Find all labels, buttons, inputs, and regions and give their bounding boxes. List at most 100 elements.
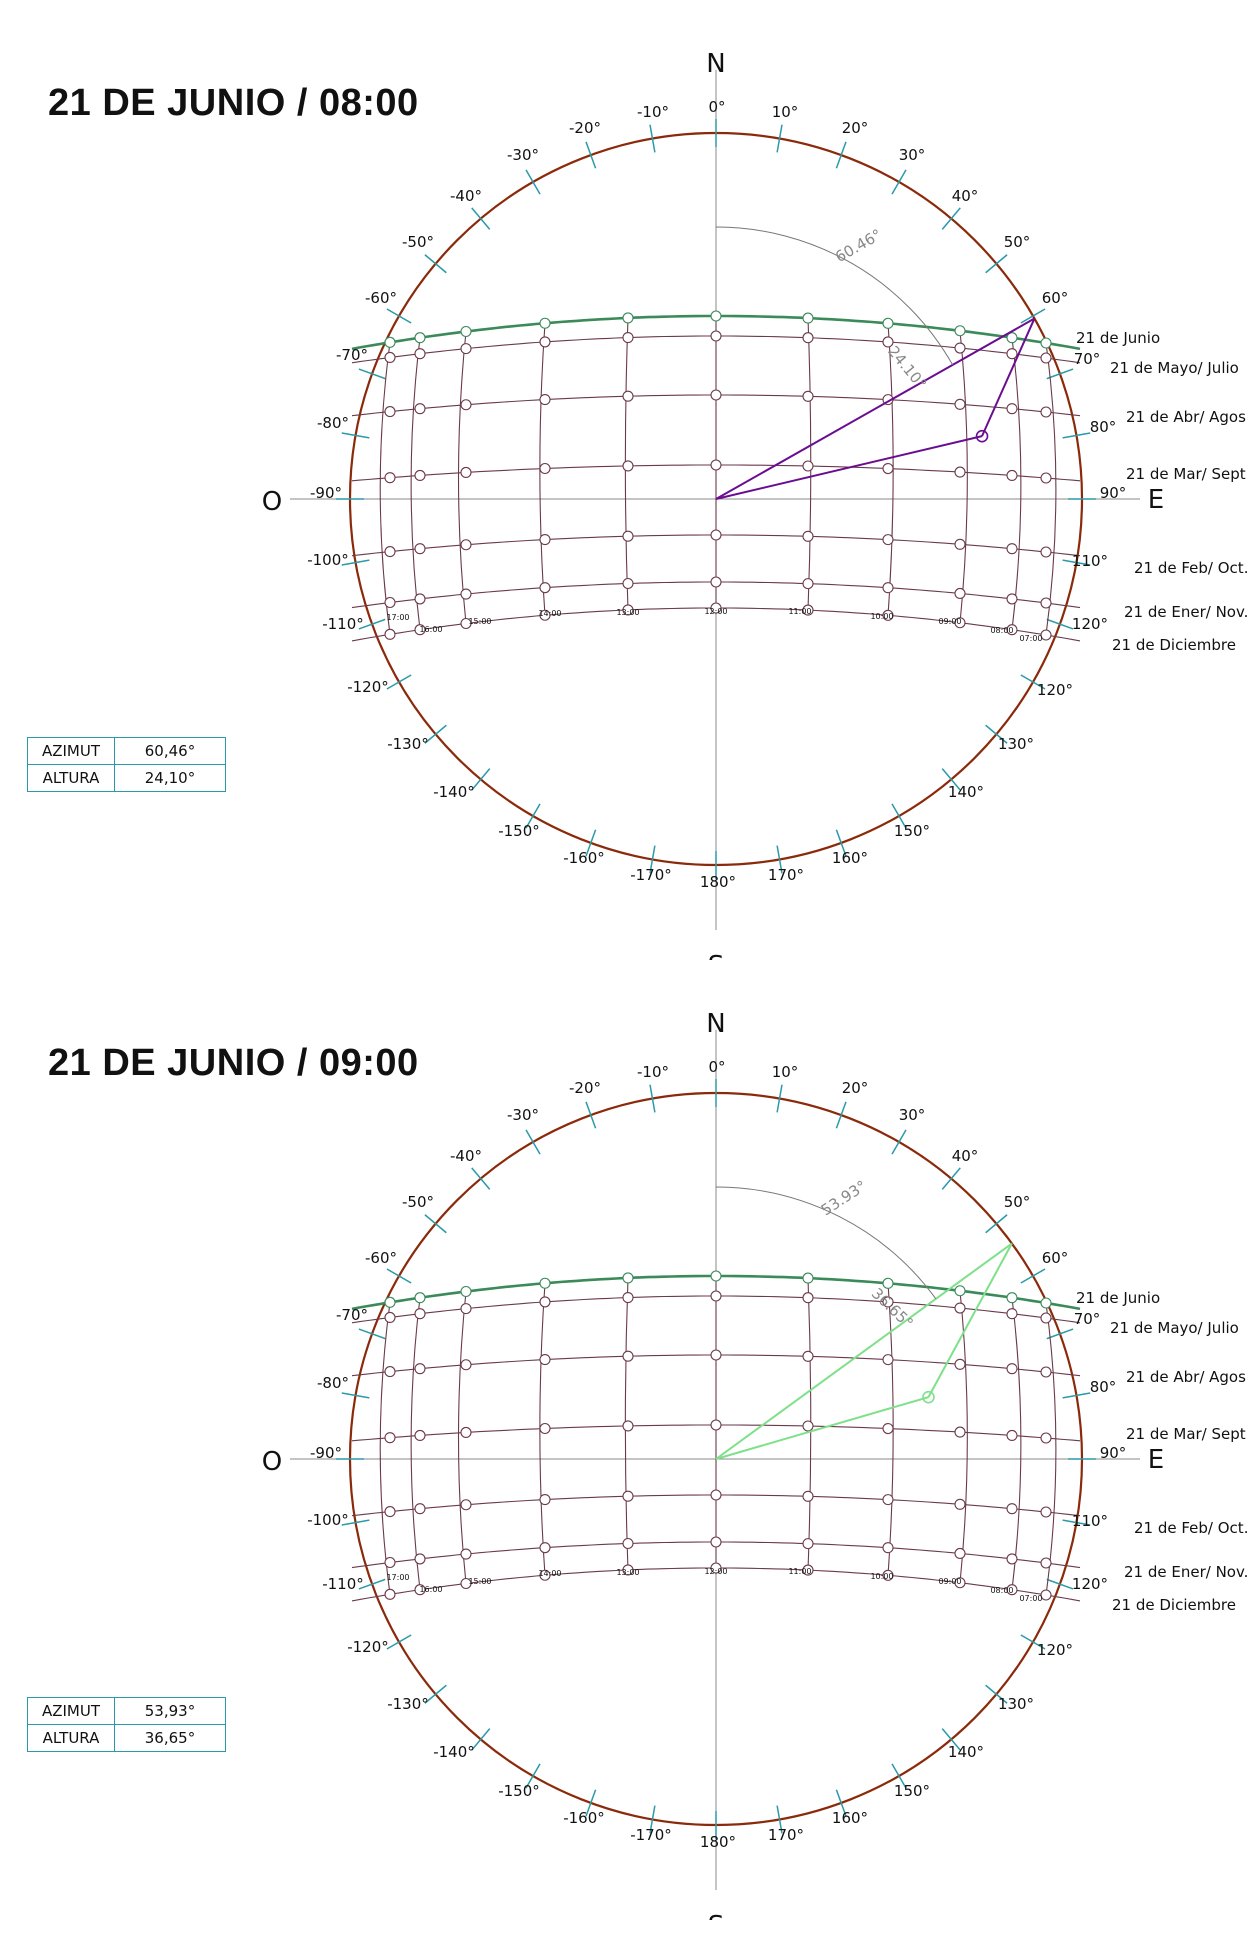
degree-label: 140° [948,783,984,801]
hour-point [539,534,551,546]
hour-label: 09:00 [938,617,961,626]
azimuth-ray [715,1242,1013,1460]
altura-label: ALTURA [27,764,115,792]
degree-label: -30° [507,1106,539,1124]
hour-point [802,1538,814,1550]
hour-label: 14:00 [538,1569,561,1578]
hour-line [457,1291,467,1584]
hour-point [1040,1557,1052,1569]
degree-label: -100° [307,1511,349,1529]
hour-point [882,1494,894,1506]
hour-point [460,1577,472,1590]
degree-tick [341,1392,370,1399]
hour-point [710,576,722,588]
hour-point [539,394,551,406]
altura-label: ALTURA [27,1724,115,1752]
degree-tick [424,254,447,274]
hour-point [802,460,814,472]
hour-point [710,1536,722,1548]
hour-label: 15:00 [468,617,491,626]
azimuth-ray [715,317,1035,500]
degree-tick [424,724,447,744]
hour-point [622,332,634,344]
north-label: N [706,1009,725,1039]
hour-label: 08:00 [990,1586,1013,1595]
degree-label: -140° [433,783,475,801]
hour-point [710,330,722,342]
degree-label: -80° [317,414,349,432]
hour-point [539,1569,551,1581]
hour-point [802,1564,814,1576]
hour-point [954,1358,966,1370]
degree-label: 140° [948,1743,984,1761]
hour-point [460,1359,472,1371]
degree-tick [1020,674,1046,690]
hour-point [802,604,814,616]
degree-label: -140° [433,1743,475,1761]
degree-tick [1062,1392,1091,1399]
degree-label: 40° [952,1147,979,1165]
hour-point [622,312,634,324]
degree-label: -90° [310,484,342,502]
hour-point [882,1422,894,1435]
degree-label: 120° [1072,1575,1108,1593]
degree-tick [1020,308,1046,324]
degree-label: 30° [899,146,926,164]
hour-point [802,530,814,542]
hour-label: 08:00 [990,626,1013,635]
hour-point [414,543,426,555]
hour-point [384,1588,396,1600]
hour-label: 15:00 [468,1577,491,1586]
degree-tick [358,1578,386,1590]
degree-label: -10° [637,103,669,121]
hour-point [802,1490,814,1502]
hour-line [410,1297,421,1590]
hour-point [802,312,814,324]
hour-point [882,1296,894,1308]
degree-label: 50° [1004,1193,1031,1211]
degree-label: -130° [387,1695,429,1713]
panel-title: 21 DE JUNIO / 09:00 [48,1042,419,1084]
degree-tick [386,1268,412,1284]
degree-label: -20° [569,1079,601,1097]
hour-point [384,1432,396,1444]
hour-line [457,331,467,624]
hour-point [802,390,814,402]
east-label: E [1148,485,1164,515]
hour-point [954,1285,966,1297]
altitude-ray [715,435,983,500]
degree-tick [835,141,847,169]
degree-tick [1046,368,1074,380]
date-curve-label: 21 de Ener/ Nov. [1124,1563,1248,1581]
degree-label: 20° [842,1079,869,1097]
hour-point [1006,543,1018,555]
date-curve-label: 21 de Junio [1076,329,1160,347]
degree-tick [471,1167,491,1190]
hour-point [882,1277,894,1289]
hour-point [384,351,396,364]
hour-point [1040,629,1052,641]
hour-point [539,462,551,475]
degree-label: 120° [1037,1641,1073,1659]
degree-tick [471,207,491,230]
hour-point [414,1292,426,1304]
hour-point [539,1277,551,1289]
hour-point [622,530,634,542]
degree-label: -70° [336,1306,368,1324]
hour-point [414,1429,426,1442]
hour-line [379,1302,391,1595]
degree-tick [649,1084,656,1113]
hour-point [414,1363,426,1375]
hour-point [384,406,396,418]
degree-label: 70° [1074,1310,1101,1328]
hour-point [460,399,472,411]
hour-point [710,1562,722,1574]
degree-tick [358,368,386,380]
hour-point [1040,1297,1052,1309]
hour-point [384,1556,396,1569]
hour-point [710,1419,722,1431]
azimut-label: AZIMUT [27,1697,115,1725]
degree-label: -120° [347,678,389,696]
degree-tick [891,1129,907,1155]
hour-point [460,617,472,630]
